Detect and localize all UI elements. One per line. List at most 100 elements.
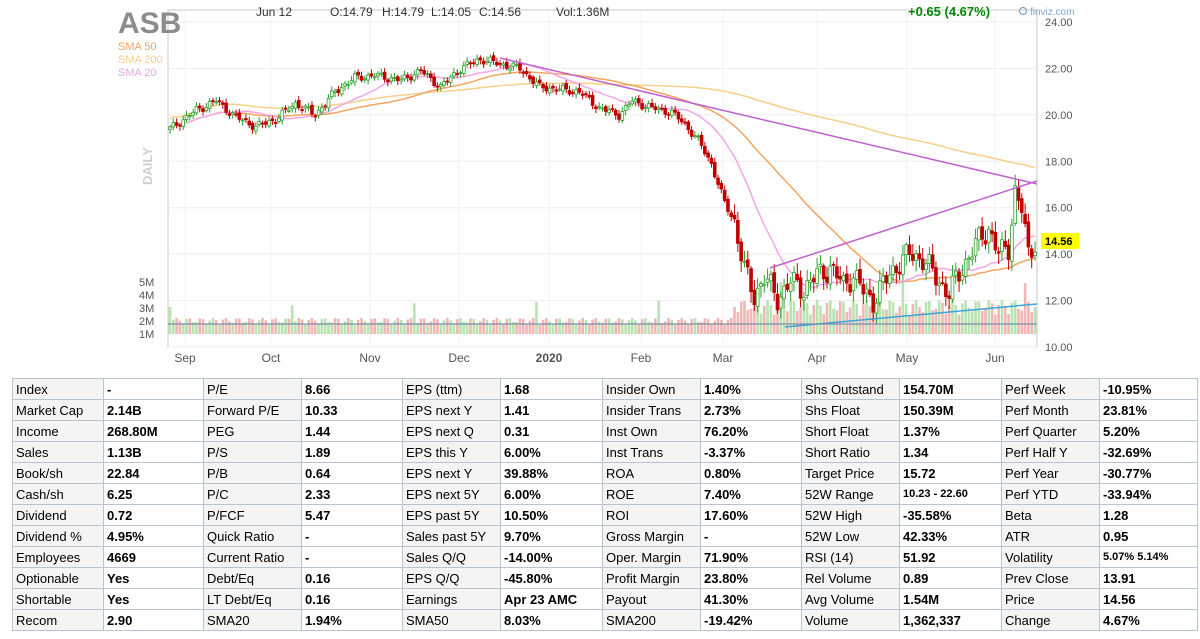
metric-label[interactable]: P/C (203, 483, 302, 505)
metric-label[interactable]: Earnings (402, 588, 501, 610)
metric-label[interactable]: Perf Year (1001, 462, 1100, 484)
metric-label[interactable]: RSI (14) (801, 546, 900, 568)
metric-label[interactable]: Dividend (12, 504, 104, 526)
metric-label[interactable]: Employees (12, 546, 104, 568)
metric-label[interactable]: P/E (203, 378, 302, 400)
candle-body (1033, 251, 1037, 256)
metric-label[interactable]: Perf Quarter (1001, 420, 1100, 442)
metric-label[interactable]: Target Price (801, 462, 900, 484)
metric-label[interactable]: Oper. Margin (602, 546, 701, 568)
finviz-logo[interactable]: finviz.com (1018, 6, 1075, 18)
metric-label[interactable]: Insider Trans (602, 399, 701, 421)
metric-label[interactable]: Shs Outstand (801, 378, 900, 400)
metric-label[interactable]: ROE (602, 483, 701, 505)
candle-body (475, 58, 479, 65)
metric-value: 0.64 (301, 462, 403, 484)
metric-label[interactable]: Dividend % (12, 525, 104, 547)
metric-label[interactable]: Volume (801, 609, 900, 631)
metric-label[interactable]: Sales Q/Q (402, 546, 501, 568)
candle-body (415, 69, 420, 76)
metric-label[interactable]: Index (12, 378, 104, 400)
candle-body (600, 107, 605, 110)
metric-label[interactable]: EPS this Y (402, 441, 501, 463)
metric-label[interactable]: 52W Range (801, 483, 900, 505)
metric-label[interactable]: EPS next Q (402, 420, 501, 442)
metric-label[interactable]: Short Float (801, 420, 900, 442)
metric-label[interactable]: Gross Margin (602, 525, 701, 547)
metric-label[interactable]: Inst Own (602, 420, 701, 442)
volume-bar (403, 324, 406, 334)
metric-label[interactable]: Perf Week (1001, 378, 1100, 400)
metric-label[interactable]: 52W High (801, 504, 900, 526)
metric-label[interactable]: P/B (203, 462, 302, 484)
metric-label[interactable]: P/S (203, 441, 302, 463)
metric-label[interactable]: PEG (203, 420, 302, 442)
metric-label[interactable]: Cash/sh (12, 483, 104, 505)
metric-label[interactable]: 52W Low (801, 525, 900, 547)
metric-label[interactable]: Short Ratio (801, 441, 900, 463)
metric-label[interactable]: ROA (602, 462, 701, 484)
metric-label[interactable]: Shs Float (801, 399, 900, 421)
metric-label[interactable]: EPS past 5Y (402, 504, 501, 526)
volume-bar (188, 318, 192, 334)
volume-bar (941, 302, 944, 334)
candle-body (197, 105, 202, 109)
metric-label[interactable]: Shortable (12, 588, 104, 610)
metric-label[interactable]: Sales past 5Y (402, 525, 501, 547)
volume-bar (607, 318, 611, 334)
metric-label[interactable]: Inst Trans (602, 441, 701, 463)
metric-label[interactable]: P/FCF (203, 504, 302, 526)
metric-label[interactable]: Optionable (12, 567, 104, 589)
candle-body (1016, 187, 1021, 201)
metric-label[interactable]: ROI (602, 504, 701, 526)
metric-label[interactable]: Profit Margin (602, 567, 701, 589)
metric-label[interactable]: Recom (12, 609, 104, 631)
metric-label[interactable]: LT Debt/Eq (203, 588, 302, 610)
volume-bar (997, 305, 1000, 334)
metric-label[interactable]: ATR (1001, 525, 1100, 547)
volume-bar (181, 323, 185, 334)
price-chart[interactable]: 24.00 22.00 20.00 18.00 16.00 14.00 12.00 10.00… (0, 0, 1200, 372)
metric-label[interactable]: SMA200 (602, 609, 701, 631)
metric-label[interactable]: EPS next Y (402, 399, 501, 421)
metric-label[interactable]: Prev Close (1001, 567, 1100, 589)
metric-label[interactable]: Market Cap (12, 399, 104, 421)
low-value: L:14.05 (431, 5, 471, 19)
metric-label[interactable]: Quick Ratio (203, 525, 302, 547)
metric-label[interactable]: Perf Month (1001, 399, 1100, 421)
metric-label[interactable]: Payout (602, 588, 701, 610)
volume-bar (416, 323, 419, 334)
metric-label[interactable]: Volatility (1001, 546, 1100, 568)
metric-label[interactable]: Income (12, 420, 104, 442)
metric-label[interactable]: Perf Half Y (1001, 441, 1100, 463)
metric-label[interactable]: SMA50 (402, 609, 501, 631)
metric-label[interactable]: Book/sh (12, 462, 104, 484)
volume-bar (713, 320, 717, 334)
candle-body (310, 104, 314, 115)
metric-label[interactable]: Beta (1001, 504, 1100, 526)
price-tick-label: 22.00 (1045, 63, 1073, 75)
metric-label[interactable]: Price (1001, 588, 1100, 610)
volume-bar (426, 322, 429, 334)
candle-body (623, 104, 628, 111)
candle-body (792, 272, 796, 282)
metric-label[interactable]: Forward P/E (203, 399, 302, 421)
metric-label[interactable]: Current Ratio (203, 546, 302, 568)
candle-body (448, 76, 453, 83)
metric-label[interactable]: Perf YTD (1001, 483, 1100, 505)
candle-body (438, 84, 443, 88)
metric-label[interactable]: Change (1001, 609, 1100, 631)
metric-label[interactable]: EPS next Y (402, 462, 501, 484)
metric-label[interactable]: EPS Q/Q (402, 567, 501, 589)
metric-label[interactable]: Sales (12, 441, 104, 463)
metric-label[interactable]: Avg Volume (801, 588, 900, 610)
metric-label[interactable]: Debt/Eq (203, 567, 302, 589)
metric-label[interactable]: SMA20 (203, 609, 302, 631)
candle-body (244, 118, 248, 120)
candle-body (930, 254, 935, 269)
metric-label[interactable]: Insider Own (602, 378, 701, 400)
metric-value: 10.33 (301, 399, 403, 421)
metric-label[interactable]: EPS (ttm) (402, 378, 501, 400)
metric-label[interactable]: Rel Volume (801, 567, 900, 589)
metric-label[interactable]: EPS next 5Y (402, 483, 501, 505)
